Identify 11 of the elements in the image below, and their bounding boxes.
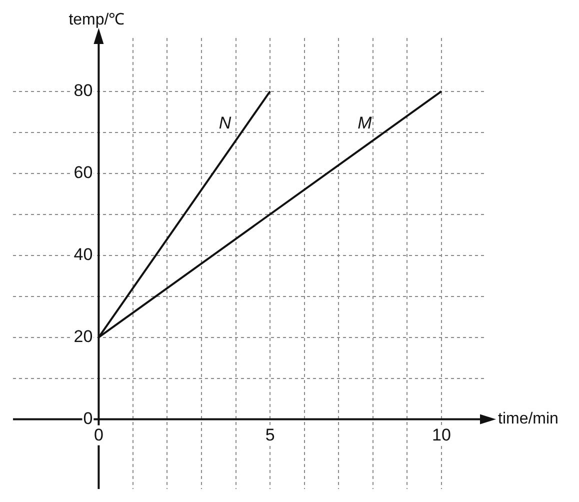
series-label: N <box>218 113 232 132</box>
y-tick-label: 0 <box>83 408 93 428</box>
y-tick-label: 40 <box>74 244 93 264</box>
x-tick-label: 5 <box>265 425 275 444</box>
x-tick-label: 10 <box>432 425 451 444</box>
x-axis-title: time/min <box>498 410 558 428</box>
y-tick-label: 80 <box>74 80 93 100</box>
y-tick-label: 60 <box>74 162 93 182</box>
series-label: M <box>358 113 373 132</box>
y-axis-title: temp/℃ <box>68 11 125 28</box>
y-tick-label: 20 <box>74 326 93 346</box>
